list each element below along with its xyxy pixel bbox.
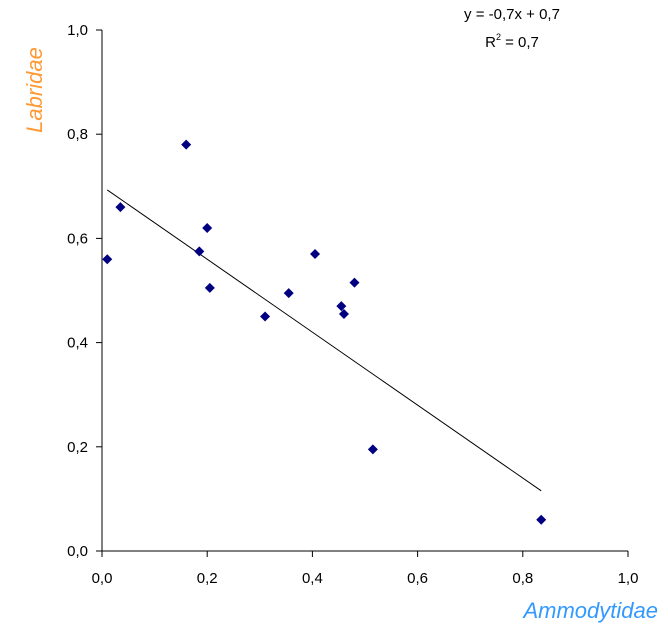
trendline-equation: y = -0,7x + 0,7 bbox=[464, 6, 560, 23]
data-point bbox=[536, 514, 547, 525]
data-point bbox=[283, 288, 294, 299]
y-tick-label: 1,0 bbox=[67, 22, 88, 39]
y-tick-label: 0,4 bbox=[67, 335, 88, 352]
x-tick-label: 0,6 bbox=[407, 570, 428, 587]
data-point bbox=[336, 301, 347, 312]
trendline bbox=[106, 189, 542, 492]
data-point bbox=[260, 311, 271, 322]
data-point bbox=[102, 254, 113, 265]
data-point bbox=[115, 202, 126, 213]
data-point bbox=[204, 282, 215, 293]
x-tick-label: 1,0 bbox=[618, 570, 639, 587]
x-tick-label: 0,2 bbox=[197, 570, 218, 587]
data-point bbox=[194, 246, 205, 257]
y-tick-label: 0,8 bbox=[67, 126, 88, 143]
axes bbox=[101, 30, 628, 552]
data-point bbox=[338, 308, 349, 319]
y-tick-label: 0,2 bbox=[67, 439, 88, 456]
x-tick-label: 0,0 bbox=[92, 570, 113, 587]
r-squared-exponent: 2 bbox=[496, 32, 501, 42]
ticks bbox=[96, 29, 629, 557]
r-squared-label: R2 = 0,7 bbox=[485, 32, 539, 51]
x-tick-label: 0,4 bbox=[302, 570, 323, 587]
data-point bbox=[202, 222, 213, 233]
y-axis-title: Labridae bbox=[22, 47, 47, 133]
data-point bbox=[310, 249, 321, 260]
r-squared-prefix: R bbox=[485, 34, 496, 51]
data-points bbox=[102, 139, 547, 525]
data-point bbox=[349, 277, 360, 288]
y-tick-label: 0,0 bbox=[67, 543, 88, 560]
data-point bbox=[181, 139, 192, 150]
x-tick-label: 0,8 bbox=[512, 570, 533, 587]
tick-labels: 0,0 0,2 0,4 0,6 0,8 1,0 0,0 0,2 0,4 0,6 0,8 1,0 bbox=[67, 22, 638, 587]
x-axis-title: Ammodytidae bbox=[521, 598, 658, 623]
y-tick-label: 0,6 bbox=[67, 230, 88, 247]
r-squared-value: = 0,7 bbox=[501, 34, 539, 51]
data-point bbox=[367, 444, 378, 455]
